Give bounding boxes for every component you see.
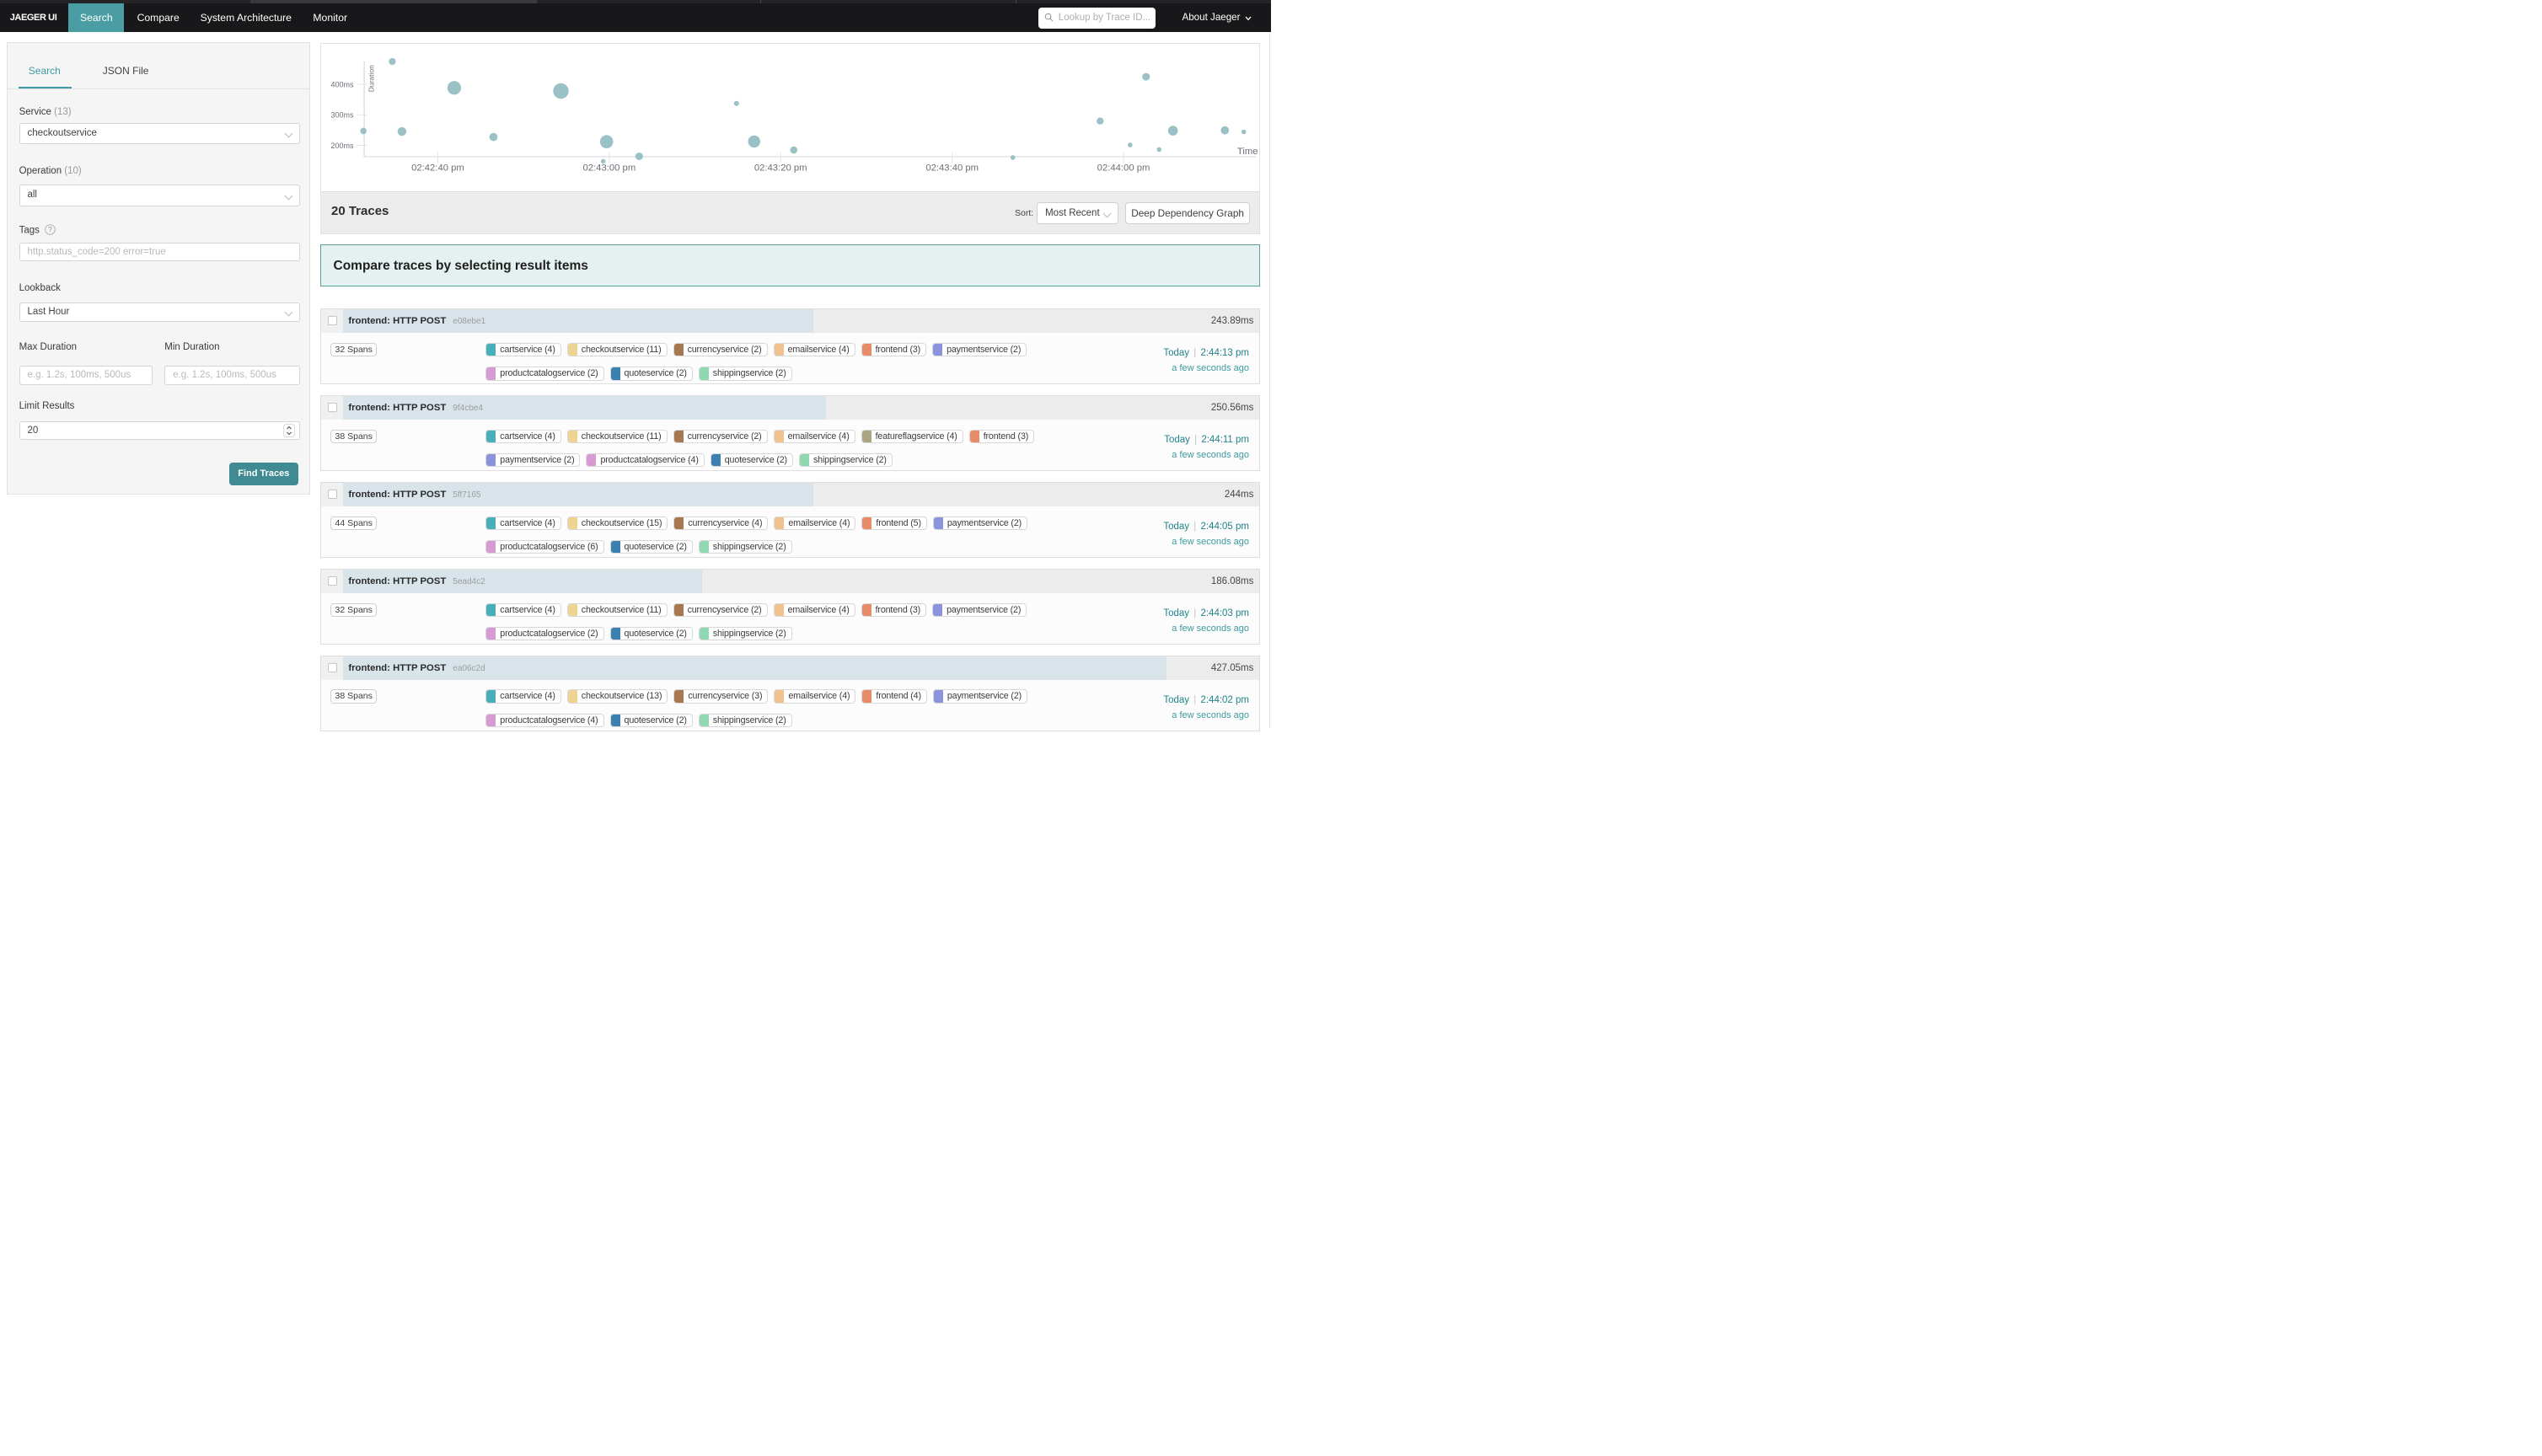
svg-text:400ms: 400ms: [331, 80, 354, 88]
svg-text:02:43:00 pm: 02:43:00 pm: [583, 163, 636, 173]
svg-text:300ms: 300ms: [331, 110, 354, 119]
svg-text:Duration: Duration: [367, 64, 375, 91]
svg-text:Time: Time: [1237, 146, 1258, 156]
svg-text:02:44:00 pm: 02:44:00 pm: [1097, 163, 1150, 173]
svg-text:02:43:40 pm: 02:43:40 pm: [925, 163, 979, 173]
svg-text:02:43:20 pm: 02:43:20 pm: [754, 163, 807, 173]
svg-text:200ms: 200ms: [331, 141, 354, 149]
svg-text:?: ?: [48, 227, 52, 234]
svg-text:02:42:40 pm: 02:42:40 pm: [411, 163, 464, 173]
